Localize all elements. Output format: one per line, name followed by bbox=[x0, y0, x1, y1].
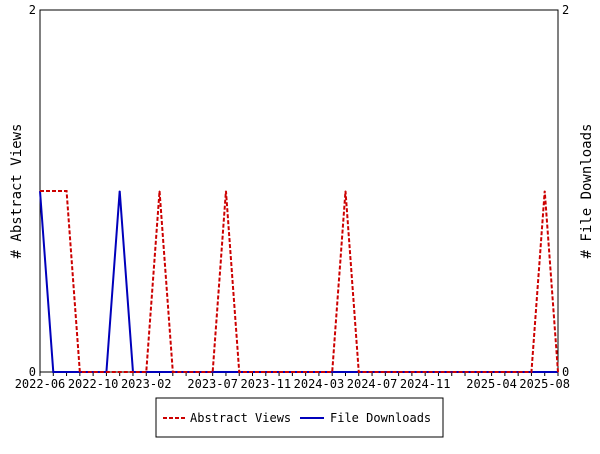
data-point bbox=[544, 371, 546, 373]
data-point bbox=[344, 371, 346, 373]
data-point bbox=[278, 371, 280, 373]
data-point bbox=[238, 371, 240, 373]
data-point bbox=[132, 371, 134, 373]
data-point bbox=[225, 190, 227, 192]
data-point bbox=[145, 371, 147, 373]
data-point bbox=[411, 371, 413, 373]
data-point bbox=[398, 371, 400, 373]
data-point bbox=[159, 371, 161, 373]
data-point bbox=[305, 371, 307, 373]
y-tick-left-2: 2 bbox=[29, 3, 36, 17]
series-line-file-downloads bbox=[39, 190, 558, 373]
data-point bbox=[530, 371, 532, 373]
data-point bbox=[185, 371, 187, 373]
data-point bbox=[119, 190, 121, 192]
data-point bbox=[66, 190, 68, 192]
x-tick-label: 2022-06 bbox=[15, 377, 66, 391]
data-point bbox=[517, 371, 519, 373]
data-point bbox=[451, 371, 453, 373]
data-point bbox=[464, 371, 466, 373]
x-tick-label: 2025-04 bbox=[466, 377, 517, 391]
data-point bbox=[358, 371, 360, 373]
data-point bbox=[344, 190, 346, 192]
y-tick-right-2: 2 bbox=[562, 3, 569, 17]
x-tick-label: 2025-08 bbox=[519, 377, 570, 391]
y-axis-label-right: # File Downloads bbox=[579, 124, 595, 259]
data-point bbox=[331, 371, 333, 373]
x-tick-label: 2023-11 bbox=[241, 377, 292, 391]
y-axis-label-left: # Abstract Views bbox=[9, 124, 25, 259]
data-point bbox=[544, 190, 546, 192]
data-point bbox=[291, 371, 293, 373]
x-tick-label: 2024-11 bbox=[400, 377, 451, 391]
data-point bbox=[477, 371, 479, 373]
data-point bbox=[504, 371, 506, 373]
data-point bbox=[318, 371, 320, 373]
x-tick-label: 2024-03 bbox=[294, 377, 345, 391]
data-point bbox=[371, 371, 373, 373]
data-point bbox=[557, 371, 559, 373]
data-point bbox=[265, 371, 267, 373]
data-point bbox=[198, 371, 200, 373]
data-point bbox=[52, 190, 54, 192]
x-tick-label: 2023-07 bbox=[187, 377, 238, 391]
data-point bbox=[384, 371, 386, 373]
data-point bbox=[437, 371, 439, 373]
x-tick-label: 2023-02 bbox=[121, 377, 172, 391]
series-line-abstract-views bbox=[40, 190, 559, 373]
y-tick-right-0: 0 bbox=[562, 365, 569, 379]
data-point bbox=[172, 371, 174, 373]
data-point bbox=[52, 371, 54, 373]
data-point bbox=[212, 371, 214, 373]
data-point bbox=[119, 371, 121, 373]
data-point bbox=[159, 190, 161, 192]
x-tick-label: 2024-07 bbox=[347, 377, 398, 391]
data-point bbox=[491, 371, 493, 373]
legend-label-file-downloads: File Downloads bbox=[330, 411, 431, 425]
data-point bbox=[105, 371, 107, 373]
data-point bbox=[424, 371, 426, 373]
data-point bbox=[252, 371, 254, 373]
data-point bbox=[66, 371, 68, 373]
x-tick-label: 2022-10 bbox=[68, 377, 119, 391]
legend-label-abstract-views: Abstract Views bbox=[190, 411, 291, 425]
legend: Abstract Views File Downloads bbox=[155, 397, 444, 438]
plot-frame bbox=[39, 9, 559, 373]
data-point bbox=[225, 371, 227, 373]
data-point bbox=[79, 371, 81, 373]
y-tick-left-0: 0 bbox=[29, 365, 36, 379]
data-point bbox=[92, 371, 94, 373]
data-point bbox=[39, 190, 41, 192]
